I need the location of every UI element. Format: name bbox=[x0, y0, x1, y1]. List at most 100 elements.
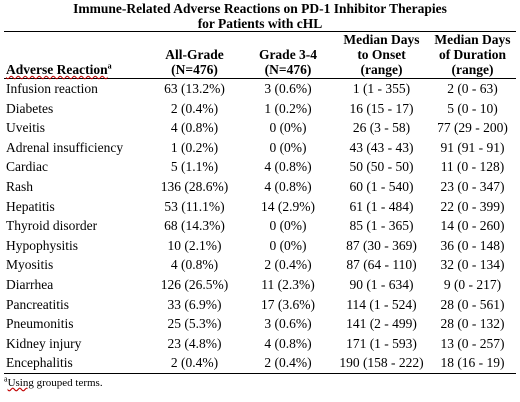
cell-reaction: Rash bbox=[6, 178, 33, 194]
table-title-line-2: for Patients with cHL bbox=[197, 16, 323, 31]
cell-grade-3-4: 11 (2.3%) bbox=[261, 276, 315, 292]
cell-all-grade: 5 (1.1%) bbox=[170, 159, 219, 175]
table-row: Infusion reaction 63 (13.2%) 3 (0.6%) 1 (1 … bbox=[4, 79, 516, 99]
cell-all-grade: 63 (13.2%) bbox=[164, 81, 225, 96]
cell-duration: 13 (0 - 257) bbox=[440, 335, 505, 351]
cell-grade-3-4: 3 (0.6%) bbox=[264, 316, 312, 332]
table-row: Rash 136 (28.6%) 4 (0.8%) 60 (1 - 540) 23 (0… bbox=[4, 177, 516, 197]
cell-duration: 36 (0 - 148) bbox=[440, 237, 505, 253]
table-row: Diarrhea 126 (26.5%) 11 (2.3%) 90 (1 - 634)… bbox=[4, 275, 516, 295]
table-row: Diabetes 2 (0.4%) 1 (0.2%) 16 (15 - 17) 5 (0… bbox=[4, 99, 516, 119]
cell-all-grade: 1 (0.2%) bbox=[170, 139, 219, 155]
cell-duration: 11 (0 - 128) bbox=[440, 159, 505, 175]
cell-all-grade: 136 (28.6%) bbox=[160, 178, 229, 194]
cell-duration: 2 (0 - 63) bbox=[447, 81, 498, 96]
cell-reaction: Myositis bbox=[6, 257, 54, 273]
table-body: Infusion reaction 63 (13.2%) 3 (0.6%) 1 (1 … bbox=[4, 79, 516, 374]
header-grade-3-4: Grade 3-4 (N=476) bbox=[258, 47, 318, 77]
cell-all-grade: 33 (6.9%) bbox=[167, 296, 222, 312]
cell-all-grade: 23 (4.8%) bbox=[167, 335, 222, 351]
cell-onset: 114 (1 - 524) bbox=[346, 296, 417, 312]
cell-all-grade: 10 (2.1%) bbox=[167, 237, 222, 253]
cell-onset: 26 (3 - 58) bbox=[352, 120, 411, 136]
cell-grade-3-4: 4 (0.8%) bbox=[264, 159, 312, 175]
cell-onset: 43 (43 - 43) bbox=[349, 139, 414, 155]
cell-grade-3-4: 0 (0%) bbox=[269, 218, 307, 234]
cell-grade-3-4: 17 (3.6%) bbox=[261, 296, 315, 312]
cell-grade-3-4: 0 (0%) bbox=[269, 120, 307, 136]
cell-duration: 22 (0 - 399) bbox=[440, 198, 505, 214]
header-adverse-reaction: Adverse Reactiona bbox=[6, 61, 112, 77]
cell-reaction: Encephalitis bbox=[6, 355, 73, 371]
cell-reaction: Cardiac bbox=[6, 159, 48, 175]
footnote-word: Using bbox=[7, 376, 34, 389]
cell-all-grade: 25 (5.3%) bbox=[167, 316, 222, 332]
cell-duration: 18 (16 - 19) bbox=[440, 355, 505, 371]
header-footnote-marker: a bbox=[107, 61, 112, 71]
cell-onset: 141 (2 - 499) bbox=[346, 316, 417, 332]
header-median-days-onset: Median Days to Onset (range) bbox=[343, 32, 420, 77]
cell-duration: 5 (0 - 10) bbox=[447, 100, 498, 116]
table-row: Kidney injury 23 (4.8%) 4 (0.8%) 171 (1 - 5… bbox=[4, 334, 516, 354]
cell-reaction: Hypophysitis bbox=[6, 237, 79, 253]
cell-grade-3-4: 0 (0%) bbox=[269, 139, 307, 155]
cell-all-grade: 53 (11.1%) bbox=[164, 198, 225, 214]
cell-duration: 9 (0 - 217) bbox=[443, 276, 502, 292]
adverse-reactions-table: Adverse Reactiona All-Grade (N=476) Grade… bbox=[4, 31, 516, 374]
table-title-line-1: Immune-Related Adverse Reactions on PD-1… bbox=[73, 1, 447, 16]
cell-duration: 14 (0 - 260) bbox=[440, 218, 505, 234]
cell-all-grade: 126 (26.5%) bbox=[160, 276, 229, 292]
cell-reaction: Diabetes bbox=[6, 100, 54, 116]
cell-onset: 50 (50 - 50) bbox=[349, 159, 414, 175]
table-row: Myositis 4 (0.8%) 2 (0.4%) 87 (64 - 110) 32 … bbox=[4, 255, 516, 275]
cell-onset: 90 (1 - 634) bbox=[349, 276, 414, 292]
header-all-grade: All-Grade (N=476) bbox=[165, 47, 224, 77]
cell-grade-3-4: 2 (0.4%) bbox=[264, 257, 312, 273]
cell-onset: 60 (1 - 540) bbox=[349, 178, 414, 194]
table-title: Immune-Related Adverse Reactions on PD-1… bbox=[0, 0, 520, 31]
table-row: Encephalitis 2 (0.4%) 2 (0.4%) 190 (158 - 2… bbox=[4, 353, 516, 374]
footnote-text: grouped terms. bbox=[33, 376, 103, 389]
cell-grade-3-4: 4 (0.8%) bbox=[264, 178, 312, 194]
cell-reaction: Diarrhea bbox=[6, 276, 54, 292]
table-row: Adrenal insufficiency 1 (0.2%) 0 (0%) 43 (4… bbox=[4, 138, 516, 158]
cell-reaction: Pancreatitis bbox=[6, 296, 69, 312]
table-row: Uveitis 4 (0.8%) 0 (0%) 26 (3 - 58) 77 (29 -… bbox=[4, 118, 516, 138]
cell-onset: 16 (15 - 17) bbox=[349, 100, 414, 116]
cell-all-grade: 4 (0.8%) bbox=[170, 257, 219, 273]
cell-grade-3-4: 2 (0.4%) bbox=[264, 355, 312, 371]
cell-onset: 171 (1 - 593) bbox=[346, 335, 417, 351]
cell-onset: 87 (64 - 110) bbox=[346, 257, 417, 273]
header-median-days-duration: Median Days of Duration (range) bbox=[434, 32, 511, 77]
cell-reaction: Uveitis bbox=[6, 120, 45, 136]
cell-duration: 32 (0 - 134) bbox=[440, 257, 505, 273]
cell-onset: 85 (1 - 365) bbox=[349, 218, 414, 234]
cell-reaction: Thyroid disorder bbox=[6, 218, 98, 234]
table-row: Hepatitis 53 (11.1%) 14 (2.9%) 61 (1 - 484)… bbox=[4, 197, 516, 217]
cell-onset: 1 (1 - 355) bbox=[352, 81, 411, 96]
cell-reaction: Infusion reaction bbox=[6, 81, 98, 96]
cell-duration: 91 (91 - 91) bbox=[440, 139, 505, 155]
cell-all-grade: 2 (0.4%) bbox=[170, 355, 219, 371]
cell-duration: 28 (0 - 132) bbox=[440, 316, 505, 332]
cell-all-grade: 4 (0.8%) bbox=[170, 120, 219, 136]
table-row: Pneumonitis 25 (5.3%) 3 (0.6%) 141 (2 - 499… bbox=[4, 314, 516, 334]
cell-grade-3-4: 0 (0%) bbox=[269, 237, 307, 253]
cell-all-grade: 68 (14.3%) bbox=[164, 218, 225, 234]
table-footnote: aUsing grouped terms. bbox=[4, 374, 520, 389]
cell-onset: 190 (158 - 222) bbox=[339, 355, 424, 371]
cell-grade-3-4: 4 (0.8%) bbox=[264, 335, 312, 351]
table-row: Cardiac 5 (1.1%) 4 (0.8%) 50 (50 - 50) 11 (0… bbox=[4, 157, 516, 177]
table-row: Hypophysitis 10 (2.1%) 0 (0%) 87 (30 - 369)… bbox=[4, 236, 516, 256]
cell-reaction: Pneumonitis bbox=[6, 316, 74, 332]
cell-onset: 61 (1 - 484) bbox=[349, 198, 414, 214]
cell-grade-3-4: 3 (0.6%) bbox=[264, 81, 312, 96]
cell-reaction: Hepatitis bbox=[6, 198, 55, 214]
cell-duration: 28 (0 - 561) bbox=[440, 296, 505, 312]
table-row: Thyroid disorder 68 (14.3%) 0 (0%) 85 (1 - … bbox=[4, 216, 516, 236]
cell-grade-3-4: 1 (0.2%) bbox=[264, 100, 312, 116]
footnote-marker: a bbox=[4, 374, 8, 384]
table-row: Pancreatitis 33 (6.9%) 17 (3.6%) 114 (1 - 5… bbox=[4, 295, 516, 315]
cell-duration: 23 (0 - 347) bbox=[440, 178, 505, 194]
